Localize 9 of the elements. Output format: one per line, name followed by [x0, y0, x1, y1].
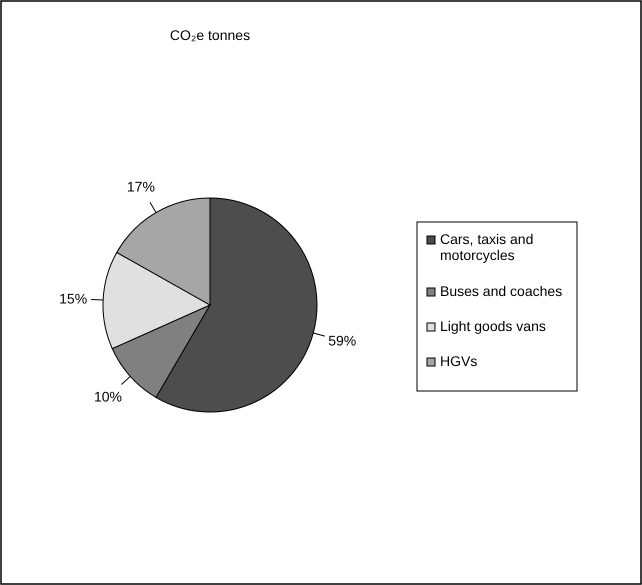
- data-label: 59%: [328, 332, 356, 349]
- legend-label: Buses and coaches: [440, 283, 562, 299]
- data-label: 17%: [126, 178, 155, 195]
- data-label: 10%: [94, 388, 122, 404]
- legend-label: Cars, taxis and motorcycles: [440, 231, 534, 264]
- legend-label: Light goods vans: [440, 318, 546, 334]
- chart-title: CO₂e tonnes: [170, 27, 250, 43]
- data-label: 15%: [59, 290, 88, 307]
- legend-label: HGVs: [440, 353, 478, 369]
